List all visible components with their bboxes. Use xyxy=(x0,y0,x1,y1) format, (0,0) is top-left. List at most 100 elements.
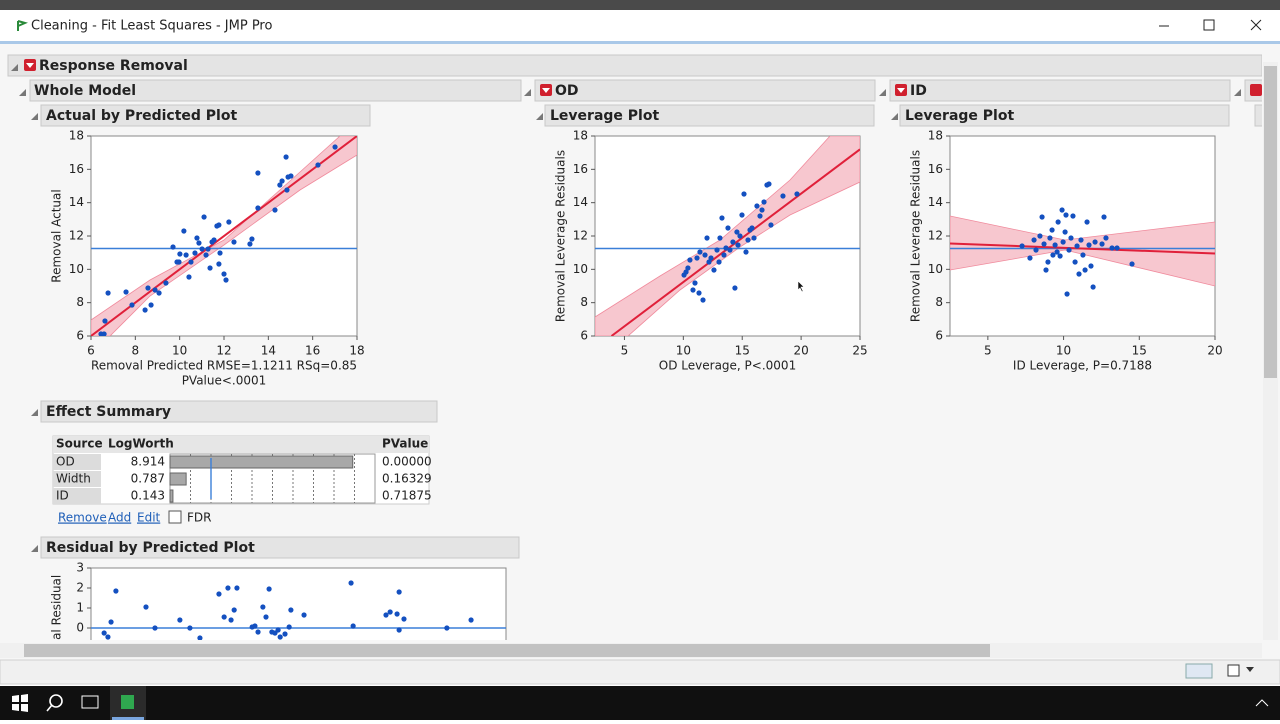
outline-header[interactable] xyxy=(40,536,520,559)
data-point xyxy=(286,624,292,630)
disclosure-icon[interactable] xyxy=(31,113,38,120)
outline-header[interactable] xyxy=(40,104,371,127)
checkbox[interactable] xyxy=(168,510,182,524)
x-axis-label: ID Leverage, P=0.7188 xyxy=(1013,359,1152,373)
data-point xyxy=(721,252,727,258)
data-point xyxy=(1019,243,1025,249)
start-button[interactable] xyxy=(12,694,28,712)
disclosure-icon[interactable] xyxy=(891,113,898,120)
column-header: Source xyxy=(56,437,103,451)
plot-title: Leverage Plot xyxy=(550,108,659,124)
y-tick-label: 12 xyxy=(69,229,84,243)
data-point xyxy=(735,242,741,248)
data-point xyxy=(101,331,107,336)
outline-header[interactable] xyxy=(1254,104,1275,127)
disclosure-icon[interactable] xyxy=(536,113,543,120)
data-point xyxy=(394,611,400,617)
data-point xyxy=(749,225,755,231)
tray-arrow[interactable] xyxy=(1255,699,1269,707)
data-point xyxy=(1050,252,1056,258)
close-button[interactable] xyxy=(1250,19,1262,31)
outline-header[interactable] xyxy=(534,79,876,102)
outline-header[interactable] xyxy=(889,79,1231,102)
data-point xyxy=(734,229,740,235)
data-point xyxy=(743,249,749,255)
data-point xyxy=(177,251,183,257)
data-point xyxy=(288,173,294,179)
column-header: PValue xyxy=(382,437,428,451)
data-point xyxy=(737,233,743,239)
outline-header[interactable] xyxy=(544,104,875,127)
data-point xyxy=(683,269,689,275)
data-point xyxy=(1045,259,1051,265)
link-button[interactable]: Edit xyxy=(137,511,161,525)
link-button[interactable]: Add xyxy=(108,511,131,525)
menu-icon[interactable] xyxy=(1250,84,1262,96)
y-tick-label: 14 xyxy=(928,195,943,209)
data-point xyxy=(1088,263,1094,269)
data-point xyxy=(702,252,708,258)
x-axis-label: PValue<.0001 xyxy=(182,374,267,388)
data-point xyxy=(186,274,192,280)
report-title: Response Removal xyxy=(39,58,188,74)
plot-area xyxy=(595,136,860,336)
report-view: Response Removal Whole Model OD ID Actua… xyxy=(7,54,1275,640)
data-point xyxy=(1041,241,1047,247)
data-point xyxy=(757,213,763,219)
desktop-strip xyxy=(0,0,1280,10)
scroll-thumb[interactable] xyxy=(1264,66,1277,378)
y-tick-label: 8 xyxy=(76,295,84,309)
data-point xyxy=(188,259,194,265)
data-point xyxy=(1090,284,1096,290)
source-name: ID xyxy=(56,489,69,503)
data-point xyxy=(1084,219,1090,225)
source-cell xyxy=(53,488,101,504)
confidence-band xyxy=(950,215,1215,287)
x-axis-label: OD Leverage, P<.0001 xyxy=(659,359,796,373)
outline-header[interactable] xyxy=(29,79,522,102)
disclosure-icon[interactable] xyxy=(31,409,38,416)
app-icon xyxy=(17,20,28,31)
fit-line xyxy=(91,136,357,336)
data-point xyxy=(696,290,702,296)
disclosure-icon[interactable] xyxy=(31,545,38,552)
data-point xyxy=(768,222,774,228)
x-tick-label: 16 xyxy=(305,344,320,358)
outline-header[interactable] xyxy=(40,400,438,423)
data-point xyxy=(277,634,283,640)
data-point xyxy=(444,625,450,631)
link-button[interactable]: Remove xyxy=(58,511,107,525)
data-point xyxy=(284,187,290,193)
disclosure-icon[interactable] xyxy=(11,64,18,71)
data-point xyxy=(1064,291,1070,297)
x-tick-label: 10 xyxy=(676,344,691,358)
disclosure-icon[interactable] xyxy=(524,89,531,96)
x-tick-label: 15 xyxy=(735,344,750,358)
maximize-button[interactable] xyxy=(1203,19,1215,31)
disclosure-icon[interactable] xyxy=(1234,89,1241,96)
data-point xyxy=(205,246,211,252)
data-point xyxy=(1057,253,1063,259)
logworth-value: 0.143 xyxy=(131,489,165,503)
y-tick-label: 10 xyxy=(69,262,84,276)
data-point xyxy=(1052,242,1058,248)
plot-title: Actual by Predicted Plot xyxy=(46,108,237,124)
task-view-button[interactable] xyxy=(81,695,99,709)
data-point xyxy=(129,302,135,308)
data-point xyxy=(197,635,203,640)
search-button[interactable] xyxy=(49,694,63,708)
outline-header[interactable] xyxy=(899,104,1230,127)
data-point xyxy=(1055,219,1061,225)
disclosure-icon[interactable] xyxy=(879,89,886,96)
data-point xyxy=(1080,252,1086,258)
y-tick-label: 6 xyxy=(76,329,84,343)
y-tick-label: 6 xyxy=(935,329,943,343)
outline-header[interactable] xyxy=(7,54,1262,77)
scroll-thumb[interactable] xyxy=(24,644,990,657)
dropdown-icon[interactable] xyxy=(1246,667,1254,672)
pvalue: 0.16329 xyxy=(382,472,432,486)
data-point xyxy=(247,241,253,247)
home-icon[interactable] xyxy=(1185,663,1213,679)
window-icon[interactable] xyxy=(1227,664,1240,677)
disclosure-icon[interactable] xyxy=(19,89,26,96)
